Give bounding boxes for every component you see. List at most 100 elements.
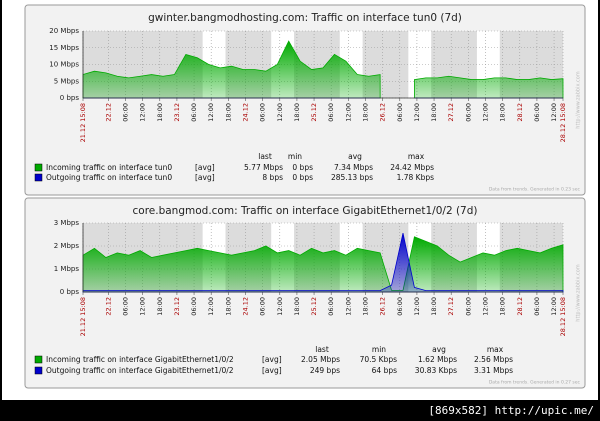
x-tick-label: 23.12 [173, 297, 181, 316]
y-tick-label: 0 bps [60, 94, 80, 102]
x-tick-label: 18:00 [430, 297, 438, 316]
y-tick-label: 10 Mbps [49, 61, 79, 69]
x-tick-label: 06:00 [327, 103, 335, 122]
y-tick-label: 5 Mbps [54, 77, 80, 85]
x-tick-label: 06:00 [190, 297, 198, 316]
footer: [869x582] http://upic.me/ [428, 404, 594, 417]
x-tick-label: 06:00 [396, 103, 404, 122]
x-tick-label: 21.12 15:08 [79, 297, 87, 336]
x-tick-label: 28.12 [516, 103, 524, 122]
x-tick-label: 06:00 [464, 103, 472, 122]
x-tick-label: 27.12 [447, 297, 455, 316]
x-tick-label: 12:00 [550, 297, 558, 316]
legend-stat: 1.78 Kbps [397, 173, 435, 182]
legend-stat: 8 bps [262, 173, 283, 182]
chart-title: core.bangmod.com: Traffic on interface G… [133, 205, 478, 217]
x-tick-label: 22.12 [104, 103, 112, 122]
legend-stat: 5.77 Mbps [244, 163, 283, 172]
x-tick-label: 12:00 [481, 103, 489, 122]
x-tick-label: 06:00 [533, 103, 541, 122]
y-tick-label: 15 Mbps [49, 44, 79, 52]
x-tick-label: 06:00 [396, 297, 404, 316]
x-tick-label: 12:00 [481, 297, 489, 316]
x-tick-label: 18:00 [430, 103, 438, 122]
legend-stat: 7.34 Mbps [334, 163, 373, 172]
legend-stat: 1.62 Mbps [418, 355, 457, 364]
x-tick-label: 24.12 [241, 103, 249, 122]
x-tick-label: 06:00 [327, 297, 335, 316]
x-tick-label: 25.12 [310, 297, 318, 316]
legend-header: min [288, 152, 302, 161]
legend-swatch [34, 173, 43, 182]
legend-stat: 0 bps [292, 163, 313, 172]
x-tick-label: 18:00 [499, 103, 507, 122]
x-tick-label: 26.12 [379, 297, 387, 316]
legend-label: Incoming traffic on interface GigabitEth… [46, 355, 234, 364]
legend-swatch [34, 366, 43, 375]
traffic-area [82, 40, 564, 99]
legend-header: last [258, 152, 272, 161]
y-tick-label: 0 bps [60, 288, 80, 296]
legend-stat: 24.42 Mbps [390, 163, 434, 172]
chart-title: gwinter.bangmodhosting.com: Traffic on i… [148, 12, 462, 24]
y-tick-label: 3 Mbps [54, 219, 80, 227]
x-tick-label: 28.12 [516, 297, 524, 316]
x-tick-label: 28.12 15:08 [559, 103, 567, 142]
legend-header: avg [432, 345, 446, 354]
x-tick-label: 12:00 [207, 103, 215, 122]
x-tick-label: 06:00 [464, 297, 472, 316]
legend-swatch [34, 355, 43, 364]
x-tick-label: 18:00 [361, 297, 369, 316]
x-tick-label: 18:00 [224, 103, 232, 122]
x-tick-label: 12:00 [550, 103, 558, 122]
watermark: http://www.zabbix.com [576, 71, 582, 128]
y-tick-label: 1 Mbps [54, 265, 80, 273]
x-tick-label: 12:00 [413, 103, 421, 122]
legend-header: avg [348, 152, 362, 161]
x-tick-label: 06:00 [533, 297, 541, 316]
x-tick-label: 06:00 [121, 103, 129, 122]
x-tick-label: 21.12 15:08 [79, 103, 87, 142]
legend-function: [avg] [262, 355, 282, 364]
legend-header: min [372, 345, 386, 354]
x-tick-label: 06:00 [190, 103, 198, 122]
x-tick-label: 18:00 [499, 297, 507, 316]
x-tick-label: 12:00 [139, 103, 147, 122]
legend-function: [avg] [262, 366, 282, 375]
legend-header: max [408, 152, 425, 161]
x-tick-label: 06:00 [259, 297, 267, 316]
x-tick-label: 12:00 [413, 297, 421, 316]
legend-stat: 64 bps [372, 366, 397, 375]
generation-note: Data from trends. Generated in 0.23 sec [489, 187, 581, 193]
x-tick-label: 12:00 [207, 297, 215, 316]
x-tick-label: 12:00 [139, 297, 147, 316]
x-tick-label: 18:00 [293, 103, 301, 122]
x-tick-label: 28.12 15:08 [559, 297, 567, 336]
legend-function: [avg] [195, 173, 215, 182]
x-tick-label: 18:00 [156, 103, 164, 122]
x-tick-label: 18:00 [293, 297, 301, 316]
legend-label: Incoming traffic on interface tun0 [46, 163, 172, 172]
x-tick-label: 18:00 [361, 103, 369, 122]
traffic-area [82, 233, 564, 293]
x-tick-label: 25.12 [310, 103, 318, 122]
generation-note: Data from trends. Generated in 0.27 sec [489, 380, 581, 386]
x-tick-label: 12:00 [276, 297, 284, 316]
x-tick-label: 12:00 [344, 297, 352, 316]
x-tick-label: 18:00 [224, 297, 232, 316]
legend-label: Outgoing traffic on interface GigabitEth… [46, 366, 234, 375]
legend-stat: 249 bps [310, 366, 340, 375]
x-tick-label: 06:00 [259, 103, 267, 122]
x-tick-label: 12:00 [344, 103, 352, 122]
legend-stat: 2.56 Mbps [474, 355, 513, 364]
legend-stat: 3.31 Mbps [474, 366, 513, 375]
legend-stat: 2.05 Mbps [301, 355, 340, 364]
legend-stat: 30.83 Kbps [415, 366, 457, 375]
x-tick-label: 06:00 [121, 297, 129, 316]
legend-label: Outgoing traffic on interface tun0 [46, 173, 172, 182]
watermark: http://www.zabbix.com [576, 264, 582, 321]
x-tick-label: 26.12 [379, 103, 387, 122]
legend-header: max [487, 345, 504, 354]
legend-stat: 285.13 bps [331, 173, 373, 182]
